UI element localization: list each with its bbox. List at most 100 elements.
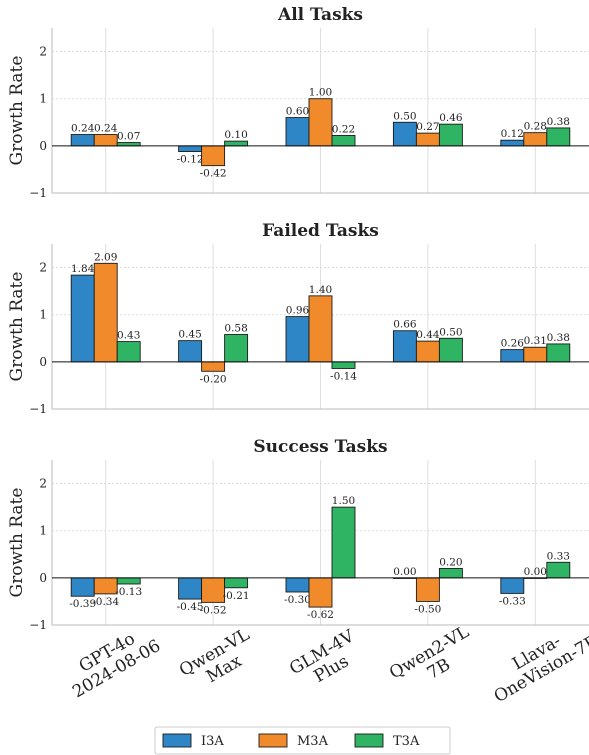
bar-i3a xyxy=(178,145,203,152)
y-tick-label: 0 xyxy=(39,355,47,369)
y-tick-label: −1 xyxy=(29,618,47,632)
x-tick-label: Qwen2-VL7B xyxy=(386,622,482,700)
bar-i3a xyxy=(500,139,525,147)
bar-t3a xyxy=(224,334,249,363)
x-tick-label: Llava-OneVision-7B xyxy=(481,615,589,707)
data-label: 0.44 xyxy=(416,329,440,341)
data-label: -0.62 xyxy=(307,609,334,621)
y-tick-label: 1 xyxy=(39,92,47,106)
data-label: 2.09 xyxy=(94,251,117,263)
data-label: 0.31 xyxy=(524,335,547,347)
bar-t3a xyxy=(546,561,571,579)
bar-m3a xyxy=(523,132,548,147)
legend-swatch-m3a xyxy=(258,733,288,748)
bar-t3a xyxy=(224,577,249,589)
legend-label: M3A xyxy=(297,734,329,749)
data-label: 0.60 xyxy=(286,106,309,118)
data-label: 0.38 xyxy=(547,116,570,128)
data-label: 0.33 xyxy=(547,550,570,562)
panel-title: All Tasks xyxy=(277,5,363,25)
bar-t3a xyxy=(438,123,463,147)
data-label: -0.50 xyxy=(414,603,441,615)
y-tick-label: −1 xyxy=(29,186,47,200)
bar-i3a xyxy=(285,117,310,147)
y-tick-label: 1 xyxy=(39,524,47,538)
data-label: -0.21 xyxy=(223,590,250,602)
bar-t3a xyxy=(224,140,249,147)
data-label: -0.42 xyxy=(200,168,227,180)
x-tick-label: GPT-4o2024-08-06 xyxy=(60,620,164,703)
y-tick-label: 2 xyxy=(39,261,47,275)
data-label: 0.00 xyxy=(524,566,547,578)
bar-i3a xyxy=(70,577,95,597)
bar-t3a xyxy=(116,577,141,585)
bar-i3a xyxy=(285,577,310,593)
bar-m3a xyxy=(201,577,226,603)
data-label: 0.45 xyxy=(178,329,201,341)
data-label: 0.07 xyxy=(117,131,140,143)
data-label: 0.43 xyxy=(117,330,140,342)
bar-i3a xyxy=(178,577,203,600)
y-axis-label: Growth Rate xyxy=(7,56,27,166)
data-label: -0.39 xyxy=(69,598,96,610)
bar-t3a xyxy=(116,341,141,363)
data-label: 0.24 xyxy=(94,123,118,135)
x-tick-labels: GPT-4o2024-08-06 Qwen-VLMax GLM-4VPlus Qwen… xyxy=(60,615,589,707)
data-label: 0.24 xyxy=(71,123,95,135)
bar-t3a xyxy=(331,135,356,147)
panel-title: Success Tasks xyxy=(253,437,387,457)
y-tick-label: 0 xyxy=(39,571,47,585)
legend-label: I3A xyxy=(201,734,224,749)
legend-swatch-i3a xyxy=(162,733,192,748)
data-label: 0.66 xyxy=(393,319,417,331)
data-label: 0.58 xyxy=(224,323,247,335)
data-label: 0.96 xyxy=(286,305,310,317)
bar-m3a xyxy=(201,145,226,167)
panel-1: All Tasks −1 0 1 2 Growth Rate 0.24 -0.12 0.60 0.… xyxy=(7,5,589,200)
bar-i3a xyxy=(178,340,203,363)
bar-m3a xyxy=(415,132,440,147)
data-label: -0.34 xyxy=(92,596,119,608)
bar-i3a xyxy=(285,316,310,363)
bar-m3a xyxy=(93,262,118,363)
bar-i3a xyxy=(392,121,417,147)
data-label: 0.10 xyxy=(224,129,247,141)
bar-m3a xyxy=(415,577,440,602)
data-label: -0.45 xyxy=(177,601,204,613)
data-label: 0.50 xyxy=(439,326,462,338)
bar-m3a xyxy=(308,295,333,363)
bar-i3a xyxy=(500,349,525,363)
y-tick-label: 0 xyxy=(39,139,47,153)
x-tick-label: GLM-4VPlus xyxy=(286,626,368,696)
data-label: -0.52 xyxy=(200,604,227,616)
x-tick-label: Qwen-VLMax xyxy=(176,625,263,698)
legend: I3A M3A T3A xyxy=(154,726,451,755)
data-label: 0.22 xyxy=(332,123,355,135)
data-label: 1.40 xyxy=(309,284,332,296)
data-label: 0.00 xyxy=(393,566,416,578)
data-label: 0.50 xyxy=(393,110,416,122)
panel-2: Failed Tasks −1 0 1 2 Growth Rate 1.84 0.45 0.96… xyxy=(7,221,589,416)
bar-m3a xyxy=(415,340,440,363)
data-label: -0.14 xyxy=(330,370,357,382)
data-label: -0.30 xyxy=(284,594,311,606)
y-tick-label: −1 xyxy=(29,402,47,416)
data-label: -0.33 xyxy=(499,595,526,607)
legend-swatch-t3a xyxy=(354,733,384,748)
data-label: 0.46 xyxy=(439,112,463,124)
bar-m3a xyxy=(93,577,118,595)
panel-title: Failed Tasks xyxy=(262,221,379,241)
data-label: 1.50 xyxy=(332,495,355,507)
bar-t3a xyxy=(438,337,463,363)
y-tick-label: 2 xyxy=(39,45,47,59)
data-label: 1.84 xyxy=(71,263,95,275)
data-label: -0.13 xyxy=(115,586,142,598)
y-axis-label: Growth Rate xyxy=(7,488,27,598)
bar-m3a xyxy=(308,577,333,608)
bar-m3a xyxy=(93,134,118,147)
bar-m3a xyxy=(201,361,226,372)
data-label: 0.28 xyxy=(524,121,547,133)
bar-t3a xyxy=(546,127,571,147)
bar-t3a xyxy=(331,361,356,369)
